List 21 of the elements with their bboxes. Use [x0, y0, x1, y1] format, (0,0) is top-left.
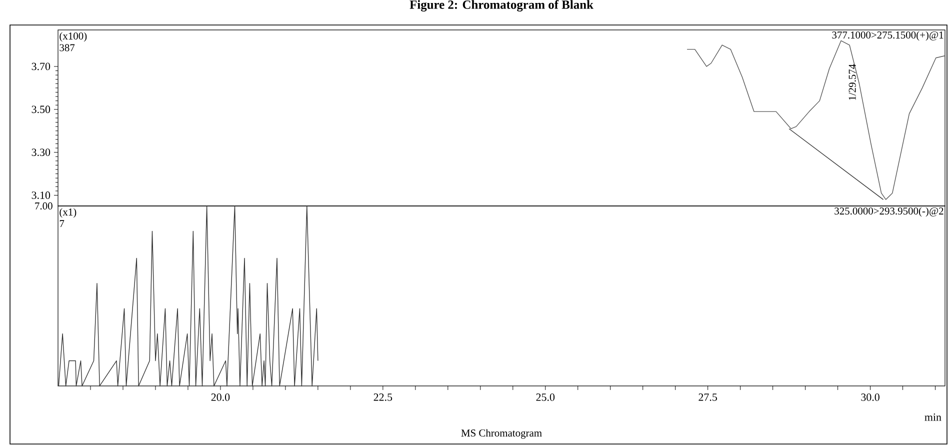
annotation: 377.1000>275.1500(+)@1	[832, 31, 944, 41]
annotation: 7	[60, 220, 64, 228]
line-series	[686, 40, 946, 200]
x-tick-label: 20.0	[211, 394, 230, 401]
text: MS Chromatogram	[461, 429, 542, 439]
annotation: 325.0000>293.9500(-)@2	[834, 207, 944, 217]
x-tick-label: 27.5	[698, 394, 717, 401]
annotation: (x1)	[60, 208, 76, 218]
chart-title: Figure 2: Chromatogram of Blank	[410, 0, 594, 12]
y-tick-label: 3.30	[32, 148, 50, 156]
text: 7.00	[35, 202, 52, 210]
x-axis-title: min	[924, 414, 942, 421]
y-tick-label: 3.50	[32, 106, 50, 114]
annotation: 387	[60, 44, 75, 52]
y-tick-label: 3.70	[32, 62, 50, 70]
annotation: (x100)	[60, 32, 87, 42]
annotation: 1/29.574	[848, 64, 856, 100]
y-tick-label: 3.10	[32, 192, 50, 199]
x-tick-label: 25.0	[536, 394, 555, 401]
x-tick-label: 30.0	[861, 394, 880, 401]
x-tick-label: 22.5	[374, 394, 392, 401]
